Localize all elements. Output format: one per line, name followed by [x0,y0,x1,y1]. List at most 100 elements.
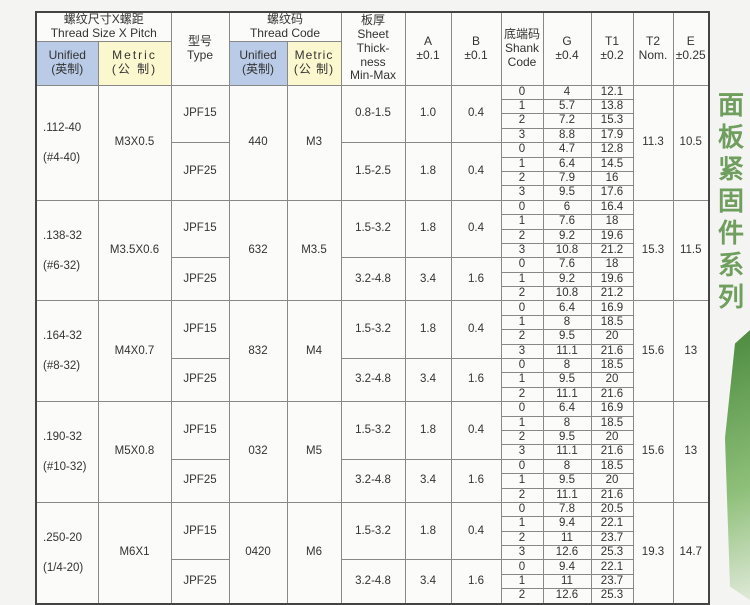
b-value: 0.4 [450,401,502,460]
shank-code: 1 [500,372,544,388]
sheet-thickness: 3.2-4.8 [340,257,406,302]
table-row: .190-32 (#10-32) M5X0.8 JPF15 032 M5 1.5-3.2 1.… [35,401,710,503]
t1-value: 16 [590,170,634,187]
unified-size-value: .250-20 [43,531,83,544]
g-value: 8 [542,458,592,475]
metric-size: M4X0.7 [97,300,172,403]
g-value: 12.6 [542,588,592,605]
a-value: 1.8 [404,501,452,561]
shank-code: 1 [500,98,544,115]
shank-code: 0 [500,199,544,216]
header-b: B ±0.1 [450,11,502,86]
a-value: 1.8 [404,142,452,201]
table-row: .164-32 (#8-32) M4X0.7 JPF15 832 M4 1.5-3.2 1.8… [35,300,710,403]
thread-code-metric: M5 [286,401,342,503]
shank-code: 1 [500,516,544,532]
g-value: 8 [542,314,592,331]
shank-code: 2 [500,228,544,244]
b-value: 0.4 [450,84,502,144]
t1-value: 21.6 [590,487,634,503]
t1-value: 22.1 [590,559,634,575]
metric-size: M6X1 [97,501,172,605]
t1-value: 20.5 [590,501,634,518]
t1-value: 22.1 [590,516,634,532]
e-value: 11.5 [672,199,710,302]
unified-size-alt: (#4-40) [43,151,81,164]
shank-code: 1 [500,314,544,331]
a-value: 1.8 [404,199,452,259]
type-cell: JPF25 [170,142,230,201]
shank-code: 3 [500,242,544,259]
header-shank-code: 底端码 Shank Code [500,11,544,86]
thread-code-unified: 0420 [228,501,288,605]
shank-code: 1 [500,415,544,431]
g-value: 10.8 [542,286,592,302]
g-value: 9.5 [542,372,592,388]
shank-code: 1 [500,271,544,288]
a-value: 3.4 [404,559,452,605]
t1-value: 14.5 [590,156,634,172]
sheet-thickness: 0.8-1.5 [340,84,406,144]
t2-value: 11.3 [632,84,674,201]
t1-value: 23.7 [590,573,634,590]
shank-code: 0 [500,501,544,518]
t1-value: 21.2 [590,286,634,302]
spec-table: 螺纹尺寸X螺距 Thread Size X Pitch 型号 Type 螺纹码 Thr… [35,11,710,605]
e-value: 10.5 [672,84,710,201]
table-row: .250-20 (1/4-20) M6X1 JPF15 0420 M6 1.5-3.2 1.8… [35,501,710,605]
t1-value: 19.6 [590,271,634,288]
metric-size: M5X0.8 [97,401,172,503]
t1-value: 20 [590,329,634,345]
unified-size: .164-32 (#8-32) [35,300,99,403]
table-row: .112-40 (#4-40) M3X0.5 JPF15 440 M3 0.8-1.5 1.0… [35,84,710,201]
unified-size: .250-20 (1/4-20) [35,501,99,605]
table-row: 1 8 18.5 [36,415,709,431]
header-g: G ±0.4 [542,11,592,86]
t1-value: 25.3 [590,588,634,605]
thread-code-metric: M3.5 [286,199,342,302]
header-e: E ±0.25 [672,11,710,86]
b-value: 1.6 [450,358,502,403]
shank-code: 3 [500,185,544,201]
table-body: .112-40 (#4-40) M3X0.5 JPF15 440 M3 0.8-1.5 1.0… [35,84,710,605]
type-cell: JPF15 [170,300,230,360]
t1-value: 18.5 [590,358,634,374]
g-value: 9.5 [542,329,592,345]
g-value: 6 [542,199,592,216]
unified-size-alt: (1/4-20) [43,561,84,574]
a-value: 3.4 [404,257,452,302]
sheet-thickness: 3.2-4.8 [340,559,406,605]
shank-code: 1 [500,573,544,590]
t1-value: 18.5 [590,415,634,431]
g-value: 6.4 [542,156,592,172]
type-cell: JPF15 [170,199,230,259]
g-value: 9.4 [542,516,592,532]
b-value: 0.4 [450,199,502,259]
header-metric: Metric (公 制) [97,40,172,86]
g-value: 9.5 [542,185,592,201]
sheet-thickness: 1.5-3.2 [340,401,406,460]
shank-code: 0 [500,84,544,100]
shank-code: 3 [500,127,544,144]
shank-code: 0 [500,458,544,475]
header-code-unified: Unified (英制) [228,40,288,86]
b-value: 1.6 [450,559,502,605]
table-row: 1 11 23.7 [36,573,709,590]
table-row: 1 9.4 22.1 [36,516,709,532]
g-value: 8.8 [542,127,592,144]
g-value: 7.6 [542,214,592,230]
t1-value: 20 [590,372,634,388]
g-value: 11.1 [542,386,592,403]
unified-size: .112-40 (#4-40) [35,84,99,201]
g-value: 6.4 [542,401,592,417]
type-cell: JPF25 [170,559,230,605]
thread-code-unified: 832 [228,300,288,403]
table-row: JPF25 3.2-4.8 3.4 1.6 0 7.6 18 [36,257,709,302]
type-cell: JPF25 [170,358,230,403]
shank-code: 0 [500,401,544,417]
a-value: 1.0 [404,84,452,144]
a-value: 3.4 [404,358,452,403]
t2-value: 15.6 [632,300,674,403]
unified-size-value: .164-32 [43,330,83,343]
sheet-thickness: 1.5-3.2 [340,300,406,360]
